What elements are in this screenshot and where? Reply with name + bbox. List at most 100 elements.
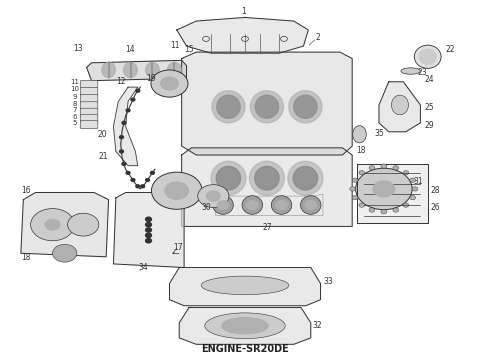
Circle shape	[206, 191, 220, 201]
Text: 8: 8	[72, 101, 77, 107]
Circle shape	[146, 233, 151, 238]
Circle shape	[146, 179, 149, 181]
Ellipse shape	[255, 166, 279, 190]
Text: 17: 17	[173, 243, 182, 252]
Ellipse shape	[300, 196, 321, 214]
Text: 35: 35	[374, 129, 384, 138]
Polygon shape	[179, 307, 311, 344]
Text: 18: 18	[356, 146, 366, 155]
Ellipse shape	[222, 318, 268, 334]
Circle shape	[369, 166, 375, 170]
Circle shape	[150, 171, 154, 174]
Polygon shape	[87, 60, 187, 81]
FancyBboxPatch shape	[80, 80, 98, 88]
Circle shape	[30, 208, 74, 241]
Polygon shape	[177, 18, 308, 53]
Text: 9: 9	[72, 94, 77, 100]
Circle shape	[305, 201, 317, 209]
Text: 34: 34	[139, 263, 148, 272]
Ellipse shape	[205, 313, 285, 339]
Text: 11: 11	[170, 41, 179, 50]
Circle shape	[141, 185, 145, 188]
Text: 13: 13	[74, 44, 83, 53]
Ellipse shape	[168, 63, 181, 77]
FancyBboxPatch shape	[80, 95, 98, 103]
Text: 28: 28	[430, 185, 440, 194]
Ellipse shape	[213, 196, 233, 214]
Text: 6: 6	[72, 113, 77, 120]
Ellipse shape	[102, 63, 116, 77]
Ellipse shape	[294, 95, 317, 118]
Ellipse shape	[216, 166, 241, 190]
Circle shape	[410, 178, 416, 182]
Circle shape	[120, 150, 123, 153]
Circle shape	[381, 164, 387, 168]
Circle shape	[136, 185, 140, 188]
Ellipse shape	[288, 161, 323, 195]
Text: 24: 24	[424, 75, 434, 84]
Text: 30: 30	[201, 203, 211, 212]
Polygon shape	[379, 82, 420, 132]
Text: 14: 14	[126, 45, 135, 54]
Text: 27: 27	[262, 223, 272, 232]
Text: 12: 12	[116, 77, 125, 86]
Circle shape	[131, 98, 135, 101]
Circle shape	[410, 195, 416, 200]
Ellipse shape	[249, 161, 285, 195]
Text: 18: 18	[21, 253, 30, 262]
Circle shape	[373, 181, 394, 197]
Circle shape	[352, 178, 358, 182]
Circle shape	[146, 222, 151, 227]
Ellipse shape	[401, 68, 420, 74]
Text: 2: 2	[316, 33, 320, 42]
Ellipse shape	[242, 196, 263, 214]
Text: 21: 21	[98, 152, 108, 161]
Text: 11: 11	[70, 79, 79, 85]
Circle shape	[151, 70, 188, 97]
FancyBboxPatch shape	[80, 102, 98, 110]
Circle shape	[136, 89, 140, 92]
Ellipse shape	[293, 166, 318, 190]
Ellipse shape	[212, 91, 245, 123]
Circle shape	[352, 195, 358, 200]
Text: 22: 22	[446, 45, 455, 54]
Circle shape	[165, 182, 189, 199]
FancyBboxPatch shape	[80, 114, 98, 122]
Text: ENGINE-SR20DE: ENGINE-SR20DE	[201, 344, 289, 354]
Circle shape	[52, 244, 77, 262]
Polygon shape	[21, 193, 109, 257]
Ellipse shape	[123, 63, 137, 77]
Ellipse shape	[289, 91, 322, 123]
Ellipse shape	[201, 276, 289, 295]
Text: 10: 10	[70, 86, 79, 93]
Ellipse shape	[146, 63, 159, 77]
Ellipse shape	[211, 161, 246, 195]
Circle shape	[412, 187, 418, 191]
Circle shape	[161, 77, 178, 90]
Circle shape	[131, 179, 135, 181]
Ellipse shape	[419, 49, 436, 64]
Text: 20: 20	[98, 130, 108, 139]
Circle shape	[217, 201, 229, 209]
Circle shape	[146, 239, 151, 243]
Circle shape	[393, 208, 399, 212]
Text: 1: 1	[241, 7, 246, 16]
Ellipse shape	[217, 95, 240, 118]
FancyBboxPatch shape	[80, 87, 98, 95]
Text: 31: 31	[413, 177, 423, 186]
Circle shape	[146, 228, 151, 232]
Circle shape	[246, 201, 258, 209]
Polygon shape	[114, 193, 184, 267]
Circle shape	[369, 208, 375, 212]
Text: 33: 33	[323, 276, 333, 285]
Circle shape	[122, 121, 126, 124]
Text: 26: 26	[430, 203, 440, 212]
FancyBboxPatch shape	[80, 121, 98, 129]
Text: 23: 23	[418, 68, 428, 77]
Ellipse shape	[392, 95, 409, 115]
Circle shape	[393, 166, 399, 170]
Ellipse shape	[271, 196, 292, 214]
Circle shape	[276, 201, 288, 209]
Circle shape	[381, 210, 387, 214]
Circle shape	[359, 203, 365, 207]
